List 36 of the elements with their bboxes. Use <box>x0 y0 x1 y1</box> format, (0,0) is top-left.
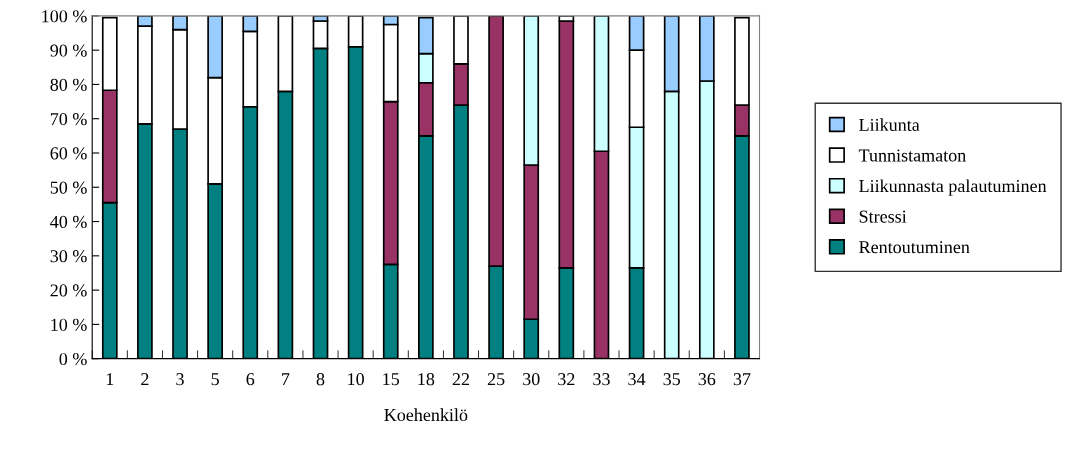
x-tick-label: 5 <box>211 373 219 386</box>
x-tick-label: 22 <box>452 373 470 386</box>
x-tick-label: 34 <box>628 373 646 386</box>
legend-label: Liikunta <box>859 118 920 131</box>
x-tick-label: 7 <box>282 373 290 386</box>
legend-label: Liikunnasta palautuminen <box>859 179 1047 196</box>
legend-label: Stressi <box>859 210 907 223</box>
y-tick-label: 80 % <box>50 78 87 91</box>
y-tick-label: 20 % <box>50 284 87 297</box>
x-tick-label: 33 <box>593 373 610 386</box>
y-tick-label: 0 % <box>59 352 87 366</box>
y-tick-label: 30 % <box>50 250 87 263</box>
x-tick-label: 3 <box>176 373 184 386</box>
x-tick-label: 25 <box>487 373 505 386</box>
y-tick-label: 100 % <box>42 10 87 23</box>
y-tick-label: 50 % <box>50 181 87 194</box>
x-tick-label: 36 <box>698 373 716 386</box>
y-tick-label: 70 % <box>50 112 87 126</box>
y-tick-label: 40 % <box>50 215 87 229</box>
y-tick-label: 90 % <box>50 44 87 57</box>
x-axis-title: Koehenkilö <box>384 408 468 422</box>
x-tick-label: 1 <box>106 373 114 386</box>
legend-label: Rentoutuminen <box>859 241 970 254</box>
x-tick-label: 2 <box>141 373 149 386</box>
x-tick-label: 10 <box>348 373 364 386</box>
x-tick-label: 18 <box>418 373 435 386</box>
x-tick-label: 8 <box>316 373 325 386</box>
x-tick-label: 35 <box>663 373 681 386</box>
x-tick-label: 6 <box>246 373 255 386</box>
x-tick-label: 37 <box>733 373 751 386</box>
x-tick-label: 30 <box>523 373 540 386</box>
x-tick-label: 15 <box>383 373 400 386</box>
legend-label: Tunnistamaton <box>858 149 966 162</box>
y-tick-label: 60 % <box>50 147 87 160</box>
y-tick-label: 10 % <box>51 318 87 331</box>
x-tick-label: 32 <box>558 373 575 386</box>
